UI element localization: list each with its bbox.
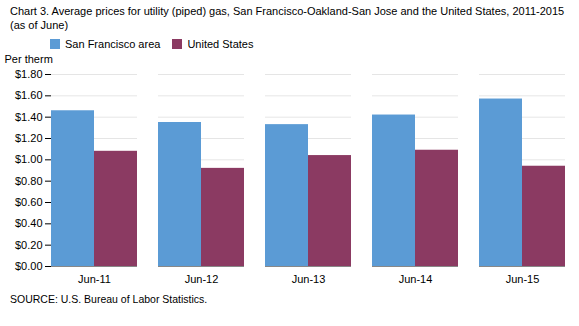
html-text:Chart 3. Average prices for ut: Chart 3. Average prices for utility (pip… <box>10 5 571 31</box>
svg-text:$1.20: $1.20 <box>15 132 43 144</box>
svg-text:$1.80: $1.80 <box>15 68 43 80</box>
svg-text:Jun-11: Jun-11 <box>78 273 111 285</box>
svg-text:$0.40: $0.40 <box>15 217 43 229</box>
svg-text:$1.60: $1.60 <box>15 89 43 101</box>
html-text:San Francisco area: San Francisco area <box>65 38 161 50</box>
svg-text:$0.80: $0.80 <box>15 175 43 187</box>
svg-text:Jun-12: Jun-12 <box>185 273 219 285</box>
svg-text:Per therm: Per therm <box>5 53 53 65</box>
svg-text:$1.40: $1.40 <box>15 111 43 123</box>
html-text:SOURCE: U.S. Bureau of Labor S: SOURCE: U.S. Bureau of Labor Statistics. <box>10 293 208 305</box>
svg-text:$1.00: $1.00 <box>15 153 43 165</box>
svg-text:$0.60: $0.60 <box>15 196 43 208</box>
svg-text:Jun-14: Jun-14 <box>399 273 433 285</box>
html-text:United States: United States <box>187 38 254 50</box>
svg-text:$0.00: $0.00 <box>15 260 43 272</box>
svg-text:$0.20: $0.20 <box>15 239 43 251</box>
svg-text:Jun-13: Jun-13 <box>292 273 326 285</box>
svg-text:Jun-15: Jun-15 <box>506 273 540 285</box>
